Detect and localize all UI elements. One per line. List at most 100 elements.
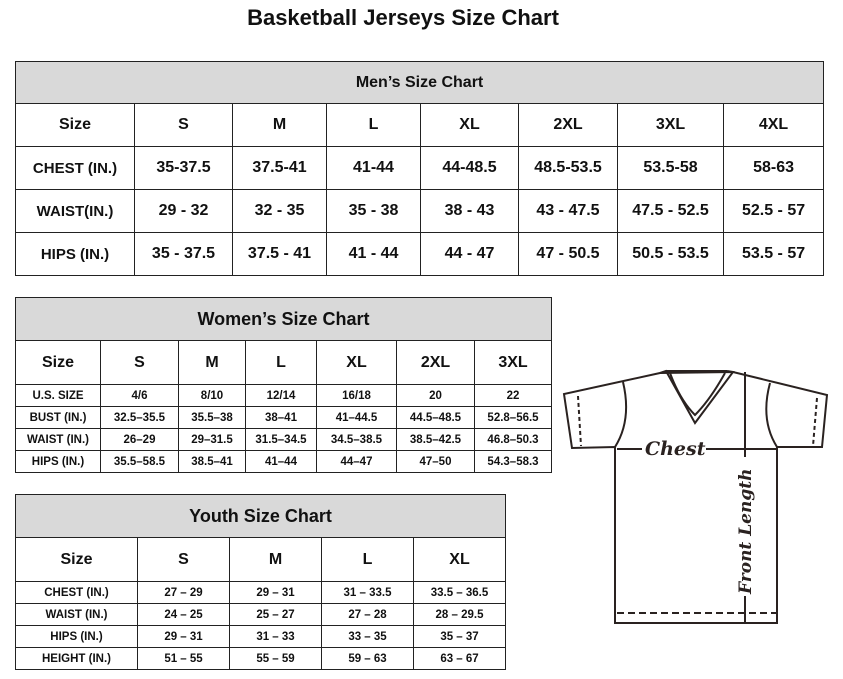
row-label: HIPS (IN.)	[15, 450, 101, 473]
header-row: Size S M L XL	[15, 537, 507, 582]
table-row: CHEST (IN.) 35-37.5 37.5-41 41-44 44-48.5 48.…	[15, 146, 825, 190]
table-cell: 47.5 - 52.5	[617, 189, 724, 233]
table-cell: 48.5-53.5	[518, 146, 618, 190]
column-header: L	[245, 340, 317, 385]
column-header: XL	[412, 537, 507, 582]
table-cell: 29 – 31	[229, 581, 322, 604]
row-label: CHEST (IN.)	[15, 146, 135, 190]
table-row: WAIST(IN.) 29 - 32 32 - 35 35 - 38 38 - 43 43…	[15, 189, 825, 233]
column-header: M	[229, 537, 322, 582]
table-cell: 32.5–35.5	[100, 406, 179, 429]
column-header: Size	[15, 340, 101, 385]
table-cell: 41–44.5	[316, 406, 397, 429]
table-cell: 31 – 33	[229, 625, 322, 648]
table-cell: 38–41	[245, 406, 317, 429]
table-cell: 46.8–50.3	[473, 428, 553, 451]
table-cell: 35.5–38	[178, 406, 246, 429]
jersey-diagram: Chest Front Length	[562, 369, 829, 624]
column-header: L	[326, 103, 421, 147]
column-header: S	[100, 340, 179, 385]
table-cell: 4/6	[100, 384, 179, 407]
table-cell: 38.5–41	[178, 450, 246, 473]
table-row: WAIST (IN.) 26–29 29–31.5 31.5–34.5 34.5–38.…	[15, 428, 553, 451]
header-row: Size S M L XL 2XL 3XL	[15, 340, 553, 385]
table-cell: 26–29	[100, 428, 179, 451]
table-cell: 25 – 27	[229, 603, 322, 626]
table-cell: 29 - 32	[134, 189, 233, 233]
table-cell: 55 – 59	[229, 647, 322, 670]
table-cell: 52.8–56.5	[473, 406, 553, 429]
column-header: XL	[420, 103, 519, 147]
row-label: CHEST (IN.)	[15, 581, 138, 604]
table-cell: 43 - 47.5	[518, 189, 618, 233]
table-cell: 38.5–42.5	[396, 428, 475, 451]
column-header: 3XL	[473, 340, 553, 385]
jersey-outline	[562, 370, 829, 624]
table-cell: 37.5 - 41	[232, 232, 327, 276]
youth-size-table: Youth Size Chart Size S M L XL CHEST (IN.) 27 –…	[14, 494, 507, 670]
table-cell: 24 – 25	[137, 603, 230, 626]
mens-size-table: Men’s Size Chart Size S M L XL 2XL 3XL 4XL CHEST …	[14, 61, 825, 276]
column-header: XL	[316, 340, 397, 385]
table-cell: 50.5 - 53.5	[617, 232, 724, 276]
column-header: 4XL	[722, 103, 825, 147]
table-cell: 27 – 29	[137, 581, 230, 604]
table-cell: 54.3–58.3	[473, 450, 553, 473]
column-header: L	[321, 537, 414, 582]
column-header: M	[178, 340, 246, 385]
table-cell: 33.5 – 36.5	[412, 581, 507, 604]
table-cell: 44.5–48.5	[396, 406, 475, 429]
table-row: WAIST (IN.) 24 – 25 25 – 27 27 – 28 28 – 29.…	[15, 603, 507, 626]
table-cell: 59 – 63	[321, 647, 414, 670]
table-cell: 35 - 38	[326, 189, 421, 233]
column-header: M	[232, 103, 327, 147]
table-row: HEIGHT (IN.) 51 – 55 55 – 59 59 – 63 63 – 67	[15, 647, 507, 670]
table-cell: 33 – 35	[321, 625, 414, 648]
table-cell: 53.5-58	[617, 146, 724, 190]
table-cell: 47 - 50.5	[518, 232, 618, 276]
table-row: HIPS (IN.) 35.5–58.5 38.5–41 41–44 44–47 47–5…	[15, 450, 553, 473]
table-cell: 27 – 28	[321, 603, 414, 626]
women-table-title: Women’s Size Chart	[14, 297, 553, 341]
table-cell: 35 – 37	[412, 625, 507, 648]
table-row: BUST (IN.) 32.5–35.5 35.5–38 38–41 41–44.5 44…	[15, 406, 553, 429]
table-cell: 41–44	[245, 450, 317, 473]
row-label: WAIST (IN.)	[15, 428, 101, 451]
table-cell: 52.5 - 57	[722, 189, 825, 233]
table-cell: 8/10	[178, 384, 246, 407]
table-cell: 35-37.5	[134, 146, 233, 190]
armholes	[614, 381, 778, 448]
table-cell: 41-44	[326, 146, 421, 190]
womens-size-table: Women’s Size Chart Size S M L XL 2XL 3XL U.S. SI…	[14, 297, 553, 473]
chest-label: Chest	[645, 438, 706, 460]
table-cell: 28 – 29.5	[412, 603, 507, 626]
table-cell: 38 - 43	[420, 189, 519, 233]
front-length-label: Front Length	[736, 469, 756, 595]
column-header: 2XL	[518, 103, 618, 147]
row-label: U.S. SIZE	[15, 384, 101, 407]
table-cell: 32 - 35	[232, 189, 327, 233]
table-row: HIPS (IN.) 35 - 37.5 37.5 - 41 41 - 44 44 - …	[15, 232, 825, 276]
column-header: 3XL	[617, 103, 724, 147]
row-label: BUST (IN.)	[15, 406, 101, 429]
column-header: S	[134, 103, 233, 147]
table-cell: 35 - 37.5	[134, 232, 233, 276]
table-cell: 53.5 - 57	[722, 232, 825, 276]
header-row: Size S M L XL 2XL 3XL 4XL	[15, 103, 825, 147]
table-cell: 22	[473, 384, 553, 407]
row-label: HEIGHT (IN.)	[15, 647, 138, 670]
table-cell: 41 - 44	[326, 232, 421, 276]
table-cell: 44-48.5	[420, 146, 519, 190]
page-title: Basketball Jerseys Size Chart	[247, 5, 559, 30]
men-table-title: Men’s Size Chart	[14, 61, 825, 104]
table-cell: 35.5–58.5	[100, 450, 179, 473]
column-header: Size	[15, 537, 138, 582]
row-label: HIPS (IN.)	[15, 625, 138, 648]
column-header: Size	[15, 103, 135, 147]
column-header: 2XL	[396, 340, 475, 385]
table-cell: 31 – 33.5	[321, 581, 414, 604]
table-row: CHEST (IN.) 27 – 29 29 – 31 31 – 33.5 33.5 –…	[15, 581, 507, 604]
row-label: WAIST (IN.)	[15, 603, 138, 626]
table-row: HIPS (IN.) 29 – 31 31 – 33 33 – 35 35 – 37	[15, 625, 507, 648]
table-cell: 20	[396, 384, 475, 407]
